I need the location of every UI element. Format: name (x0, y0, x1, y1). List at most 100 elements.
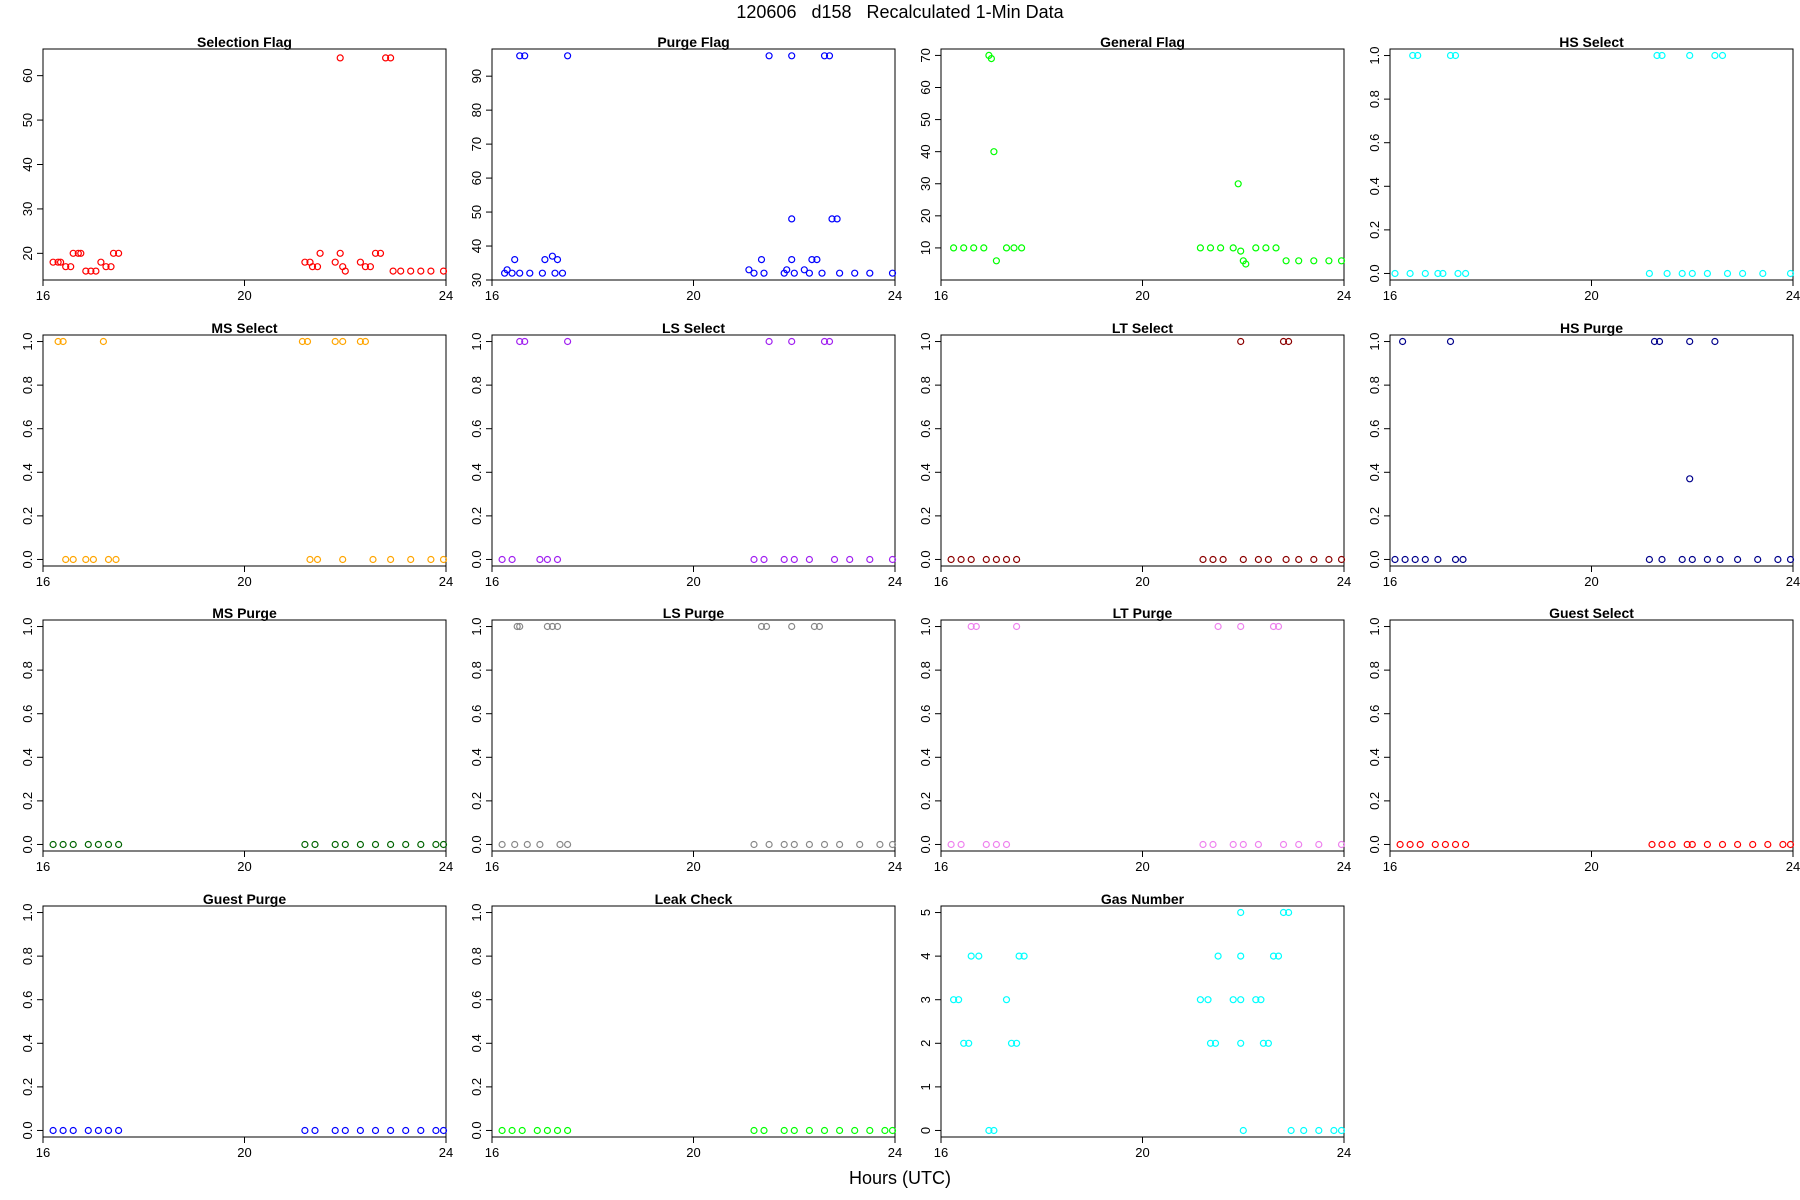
data-point (341, 840, 349, 849)
data-point (1409, 51, 1417, 60)
data-point (427, 267, 435, 275)
y-tick-label: 40 (918, 144, 933, 158)
data-point (1310, 257, 1318, 265)
panel-title: MS Purge (212, 605, 277, 621)
y-tick-label: 1 (918, 1083, 933, 1090)
data-point (1282, 257, 1290, 265)
data-point (820, 840, 829, 849)
data-point (1282, 555, 1290, 564)
y-tick-label: 50 (20, 113, 35, 127)
data-point (407, 267, 415, 275)
data-point (947, 555, 955, 564)
data-point (1396, 840, 1404, 849)
data-point (947, 840, 955, 849)
data-point (1206, 244, 1215, 252)
data-point (1786, 269, 1795, 278)
data-point (1398, 337, 1407, 346)
data-point (417, 840, 425, 849)
data-point (1237, 952, 1245, 960)
data-point (1786, 555, 1795, 564)
y-tick-label: 0.8 (469, 661, 484, 679)
x-tick-label: 16 (36, 1145, 50, 1160)
data-point (815, 622, 824, 631)
data-point (788, 622, 796, 631)
y-tick-label: 0.8 (469, 376, 484, 394)
y-tick-label: 60 (918, 80, 933, 94)
y-tick-label: 0.4 (918, 463, 933, 481)
data-point (69, 1126, 77, 1135)
y-tick-label: 0.8 (1367, 90, 1382, 108)
data-point (1264, 1039, 1273, 1047)
panel-ms-select: MS Select 16 20 24 0.0 0.2 0.4 0.6 0.8 1.0 (20, 320, 453, 589)
data-point (516, 269, 524, 277)
data-point (1002, 996, 1011, 1004)
data-point (1237, 337, 1245, 346)
data-point (1779, 840, 1787, 849)
y-tick-label: 0.0 (20, 1121, 35, 1139)
data-point (513, 622, 521, 631)
data-point (957, 555, 965, 564)
data-point (518, 1126, 526, 1135)
data-point (851, 1126, 859, 1135)
data-point (828, 215, 836, 223)
data-point (805, 555, 814, 564)
data-point (1295, 257, 1303, 265)
x-tick-label: 20 (1135, 288, 1149, 303)
data-point (967, 952, 975, 960)
data-point (1749, 840, 1757, 849)
data-point (846, 555, 854, 564)
plot-frame (940, 905, 1345, 1138)
panel-leak-check: Leak Check 16 20 24 0.0 0.2 0.4 0.6 0.8 1.0 (469, 891, 902, 1160)
panel-guest-purge: Guest Purge 16 20 24 0.0 0.2 0.4 0.6 0.8 1.0 (20, 891, 453, 1160)
x-tick-label: 20 (686, 859, 700, 874)
y-tick-label: 0.0 (1367, 550, 1382, 568)
x-tick-label: 24 (1786, 574, 1800, 589)
data-point (533, 1126, 541, 1135)
data-point (107, 263, 115, 271)
x-tick-label: 24 (888, 574, 902, 589)
y-tick-label: 0.2 (918, 507, 933, 525)
panel-title: Guest Purge (203, 891, 286, 907)
y-tick-label: 60 (469, 171, 484, 185)
data-point (957, 840, 965, 849)
data-point (1269, 622, 1278, 631)
data-point (371, 249, 380, 257)
panel-ls-purge: LS Purge 16 20 24 0.0 0.2 0.4 0.6 0.8 1.0 (469, 605, 902, 874)
data-point (1310, 555, 1318, 564)
data-point (114, 249, 123, 257)
data-point (990, 148, 998, 156)
x-tick-label: 16 (36, 288, 50, 303)
data-point (866, 555, 874, 564)
data-point (313, 263, 322, 271)
data-point (1211, 1039, 1220, 1047)
data-point (960, 1039, 968, 1047)
panel-general-flag: General Flag 16 20 24 10 20 30 40 50 60 70 (918, 34, 1351, 303)
data-point (1733, 840, 1742, 849)
plot-frame (42, 48, 447, 281)
y-tick-label: 0.2 (918, 792, 933, 810)
figure-title: 120606 d158 Recalculated 1-Min Data (736, 2, 1064, 22)
panel-guest-select: Guest Select 16 20 24 0.0 0.2 0.4 0.6 0.8 1.0 (1367, 605, 1800, 874)
data-point (1199, 840, 1207, 849)
y-tick-label: 0.4 (1367, 463, 1382, 481)
data-point (1284, 908, 1293, 917)
y-tick-label: 0.2 (1367, 221, 1382, 239)
data-point (1688, 269, 1696, 278)
data-point (1295, 840, 1303, 849)
data-point (1703, 555, 1712, 564)
data-point (331, 337, 339, 346)
data-point (881, 1126, 889, 1135)
data-point (980, 244, 988, 252)
x-tick-label: 20 (237, 288, 251, 303)
data-point (1411, 555, 1419, 564)
data-point (750, 269, 758, 277)
data-point (851, 269, 859, 277)
data-point (316, 249, 324, 257)
y-tick-label: 0.0 (20, 835, 35, 853)
y-tick-label: 10 (918, 241, 933, 255)
y-tick-label: 0.4 (918, 748, 933, 766)
panel-lt-select: LT Select 16 20 24 0.0 0.2 0.4 0.6 0.8 1.0 (918, 320, 1351, 589)
x-tick-label: 24 (439, 859, 453, 874)
data-point (298, 337, 306, 346)
data-point (356, 840, 364, 849)
